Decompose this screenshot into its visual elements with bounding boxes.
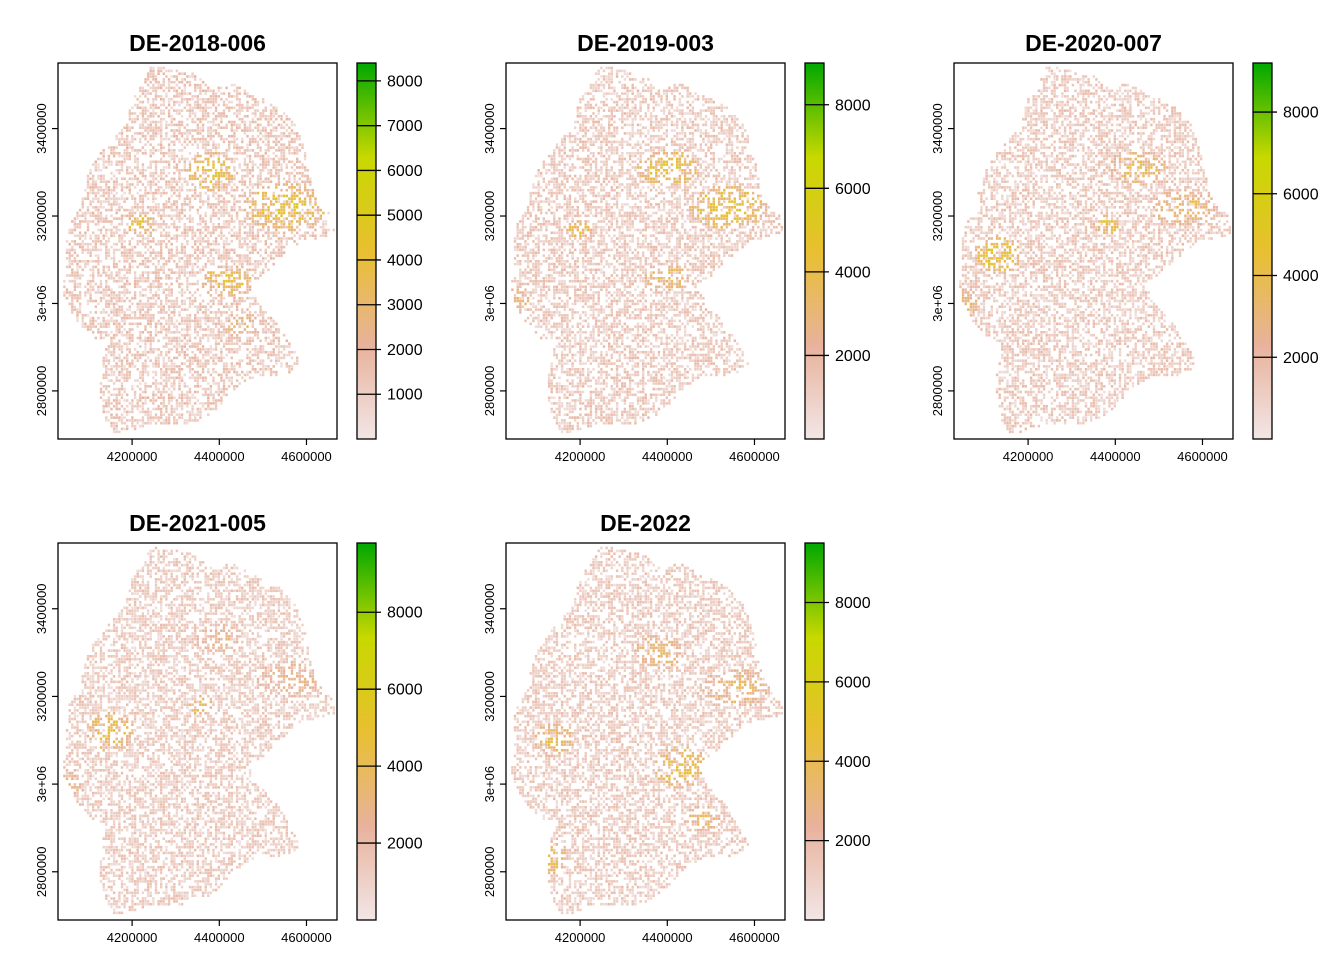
colorbar-tick-label: 2000 [387, 342, 423, 359]
colorbar-tick-label: 2000 [835, 348, 871, 365]
colorbar-tick-label: 2000 [835, 833, 871, 850]
raster-map [959, 66, 1231, 434]
x-tick-label: 4200000 [1003, 449, 1054, 464]
panel-title: DE-2018-006 [129, 30, 266, 56]
y-tick-label: 3400000 [482, 583, 497, 634]
colorbar-tick-label: 8000 [387, 73, 423, 90]
panel-3: DE-2020-007 4200000 4400000 4600000 2800000 3… [930, 30, 1319, 464]
colorbar-tick-label: 6000 [387, 682, 423, 699]
colorbar [804, 542, 825, 921]
panel-title: DE-2019-003 [577, 30, 714, 56]
y-tick-label: 3200000 [482, 191, 497, 242]
y-tick-label: 3200000 [34, 671, 49, 722]
x-tick-label: 4600000 [729, 930, 780, 945]
y-tick-label: 3400000 [930, 103, 945, 154]
colorbar-tick-label: 2000 [387, 836, 423, 853]
colorbar-tick-label: 4000 [387, 252, 423, 269]
colorbar-tick-label: 8000 [835, 97, 871, 114]
y-tick-label: 3400000 [34, 103, 49, 154]
x-tick-label: 4200000 [555, 449, 606, 464]
plot-frame [505, 542, 786, 921]
colorbar-tick-label: 4000 [835, 754, 871, 771]
y-tick-label: 3200000 [930, 191, 945, 242]
x-tick-label: 4400000 [194, 930, 245, 945]
panel-2: DE-2019-003 4200000 4400000 4600000 2800000 3… [482, 30, 871, 464]
y-tick-label: 3200000 [34, 191, 49, 242]
colorbar-tick-label: 1000 [387, 387, 423, 404]
raster-map [511, 546, 783, 915]
colorbar [356, 542, 377, 921]
y-tick-label: 3400000 [482, 103, 497, 154]
colorbar-tick-label: 6000 [1283, 186, 1319, 203]
y-tick-label: 2800000 [482, 366, 497, 417]
x-tick-label: 4400000 [642, 449, 693, 464]
y-tick-label: 2800000 [34, 366, 49, 417]
plot-frame [953, 62, 1234, 440]
colorbar-tick-label: 4000 [387, 759, 423, 776]
panel-4: DE-2021-005 4200000 4400000 4600000 2800000 3… [34, 510, 423, 945]
panel-title: DE-2022 [600, 510, 691, 536]
plot-frame [505, 62, 786, 440]
colorbar-tick-label: 6000 [387, 163, 423, 180]
x-tick-label: 4200000 [107, 449, 158, 464]
panel-1: DE-2018-006 4200000 4400000 4600000 2800000 3… [34, 30, 423, 464]
colorbar-tick-label: 3000 [387, 297, 423, 314]
y-tick-label: 2800000 [34, 846, 49, 897]
y-tick-label: 2800000 [482, 846, 497, 897]
raster-map [63, 546, 335, 915]
y-tick-label: 3e+06 [482, 285, 497, 322]
y-tick-label: 3e+06 [482, 766, 497, 803]
colorbar-tick-label: 4000 [1283, 268, 1319, 285]
plot-frame [57, 62, 338, 440]
colorbar-tick-label: 2000 [1283, 350, 1319, 367]
colorbar [356, 62, 377, 440]
x-tick-label: 4400000 [1090, 449, 1141, 464]
y-tick-label: 2800000 [930, 366, 945, 417]
colorbar-tick-label: 5000 [387, 208, 423, 225]
colorbar-tick-label: 6000 [835, 674, 871, 691]
panel-5: DE-2022 4200000 4400000 4600000 2800000 3e+06… [482, 510, 871, 945]
y-tick-label: 3e+06 [34, 766, 49, 803]
y-tick-label: 3400000 [34, 583, 49, 634]
colorbar [804, 62, 825, 440]
x-tick-label: 4600000 [281, 449, 332, 464]
colorbar-tick-label: 4000 [835, 264, 871, 281]
colorbar-tick-label: 7000 [387, 118, 423, 135]
panel-title: DE-2021-005 [129, 510, 266, 536]
y-tick-label: 3200000 [482, 671, 497, 722]
panel-title: DE-2020-007 [1025, 30, 1162, 56]
plot-frame [57, 542, 338, 921]
colorbar [1252, 62, 1273, 440]
x-tick-label: 4600000 [1177, 449, 1228, 464]
colorbar-tick-label: 8000 [1283, 105, 1319, 122]
x-tick-label: 4400000 [642, 930, 693, 945]
colorbar-tick-label: 8000 [387, 605, 423, 622]
colorbar-tick-label: 8000 [835, 595, 871, 612]
y-tick-label: 3e+06 [930, 285, 945, 322]
y-tick-label: 3e+06 [34, 285, 49, 322]
colorbar-tick-label: 6000 [835, 181, 871, 198]
x-tick-label: 4200000 [107, 930, 158, 945]
x-tick-label: 4600000 [729, 449, 780, 464]
raster-map [511, 66, 783, 434]
x-tick-label: 4400000 [194, 449, 245, 464]
x-tick-label: 4200000 [555, 930, 606, 945]
raster-map [63, 66, 335, 434]
x-tick-label: 4600000 [281, 930, 332, 945]
